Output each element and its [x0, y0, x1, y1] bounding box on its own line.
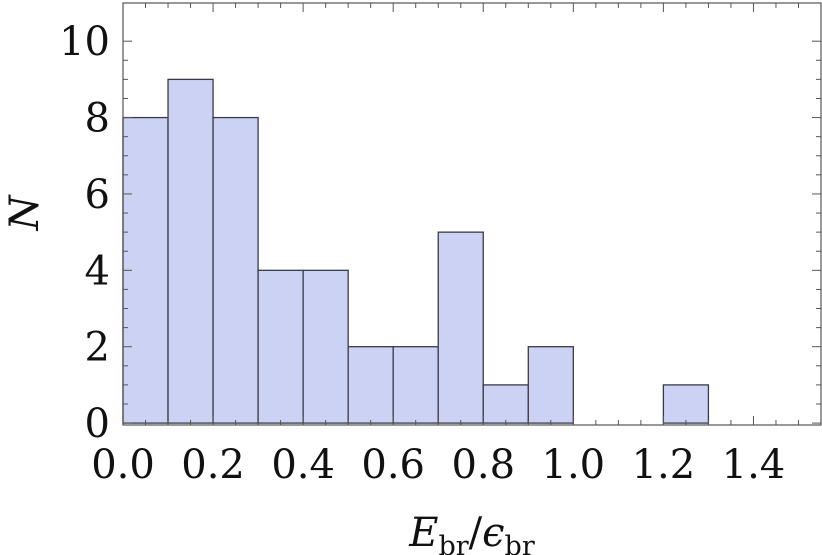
histogram-bar — [392, 346, 439, 424]
y-tick-label: 0 — [85, 401, 110, 447]
x-tick-label: 0.2 — [181, 442, 245, 488]
x-label-main: E — [408, 510, 438, 555]
y-axis-ticks: 0 2 4 6 8 10 — [59, 19, 821, 447]
plot-frame — [122, 2, 822, 426]
x-label-denominator-sub: br — [505, 531, 535, 555]
histogram-bar — [437, 231, 484, 424]
histogram-bars — [122, 78, 710, 424]
histogram-bar — [482, 384, 529, 424]
x-tick-label: 1.0 — [542, 442, 606, 488]
x-tick-label: 0.6 — [361, 442, 425, 488]
y-tick-label: 10 — [59, 19, 110, 65]
x-axis-label: Ebr/ϵbr — [408, 510, 535, 555]
y-tick-label: 4 — [85, 248, 110, 294]
y-tick-label: 8 — [85, 96, 110, 142]
x-tick-label: 1.2 — [632, 442, 696, 488]
x-tick-label: 0.8 — [451, 442, 515, 488]
x-axis-ticks: 0.0 0.2 0.4 0.6 0.8 1.0 1.2 1.4 — [91, 3, 822, 488]
x-label-denominator: ϵ — [482, 510, 504, 555]
x-label-main-sub: br — [438, 531, 468, 555]
histogram-bar — [167, 78, 214, 424]
y-axis-label: N — [2, 194, 48, 232]
x-tick-label: 0.4 — [271, 442, 335, 488]
histogram-bar — [302, 269, 349, 424]
y-tick-label: 6 — [85, 172, 110, 218]
x-tick-label: 1.4 — [722, 442, 786, 488]
y-tick-label: 2 — [85, 325, 110, 371]
histogram-bar — [527, 346, 574, 424]
x-tick-label: 0.0 — [91, 442, 155, 488]
histogram-bar — [212, 116, 259, 424]
histogram-bar — [662, 384, 710, 424]
histogram-bar — [347, 346, 394, 424]
histogram-bar — [257, 269, 304, 424]
x-label-separator: / — [469, 510, 483, 555]
